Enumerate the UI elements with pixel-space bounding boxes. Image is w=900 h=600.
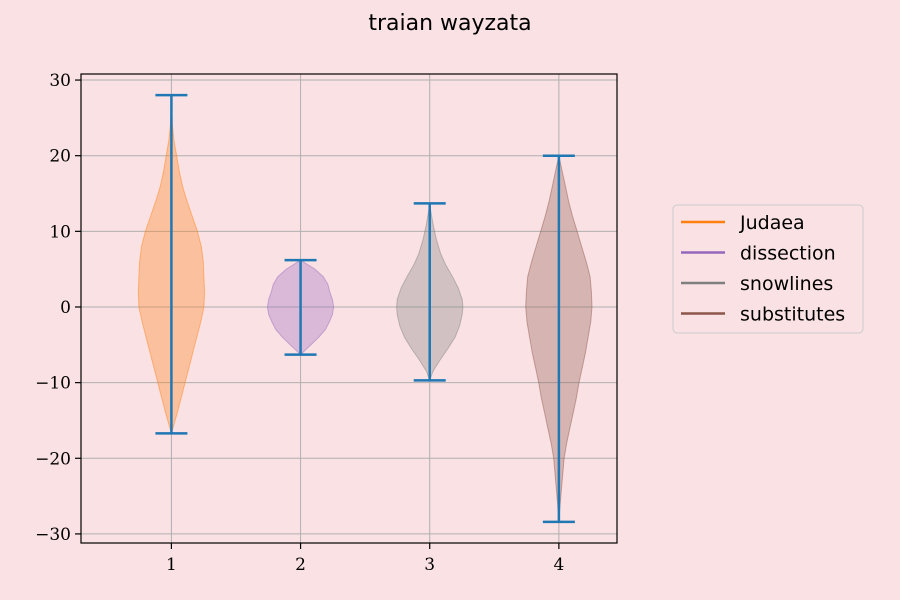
- y-tick-label: −30: [35, 525, 71, 545]
- range-lines: [155, 93, 575, 524]
- y-tick-label: 10: [49, 222, 71, 242]
- y-tick-label: −10: [35, 374, 71, 394]
- legend-label: dissection: [740, 243, 836, 265]
- plot-frame: [80, 73, 618, 544]
- x-tick-label: 2: [295, 555, 306, 575]
- legend-label: snowlines: [740, 273, 833, 295]
- axis-ticks: 1 2 3 4 −30 −20 −10 0 10 20 30: [35, 71, 564, 575]
- y-tick-label: −20: [35, 449, 71, 469]
- legend-label: Judaea: [739, 212, 805, 234]
- x-tick-label: 1: [166, 555, 177, 575]
- legend-box: [672, 204, 864, 334]
- legend-label: substitutes: [740, 304, 845, 326]
- chart-title: traian wayzata: [368, 11, 531, 36]
- y-tick-label: 30: [49, 71, 71, 91]
- x-tick-label: 3: [424, 555, 435, 575]
- y-tick-label: 20: [49, 147, 71, 167]
- x-tick-label: 4: [553, 555, 564, 575]
- legend: Judaea dissection snowlines substitutes: [672, 204, 864, 334]
- y-tick-label: 0: [60, 298, 71, 318]
